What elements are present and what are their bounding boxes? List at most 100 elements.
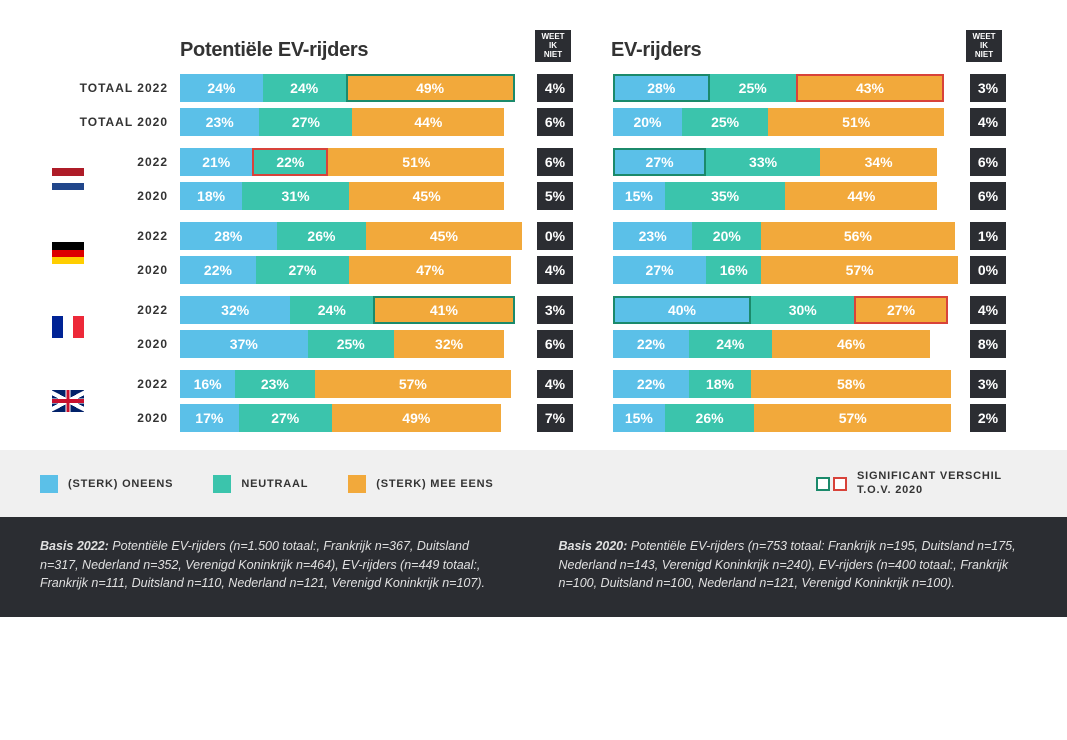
bar-pair: 23%20%56% 1% [613, 222, 1006, 250]
stacked-bar: 27%33%34% [613, 148, 937, 176]
swatch-hl-green [816, 477, 830, 491]
row-label: TOTAAL 2020 [40, 115, 180, 129]
bar-pair: 15%26%57%2% [613, 404, 1006, 432]
stacked-bar: 23%27%44% [180, 108, 504, 136]
bar-segment: 27% [256, 256, 349, 284]
stacked-bar: 27%16%57% [613, 256, 958, 284]
bar-segment: 27% [613, 148, 706, 176]
bar-segment: 41% [373, 296, 514, 324]
bar-segment: 58% [751, 370, 951, 398]
chart-container: Potentiële EV-rijders WEET IK NIET EV-ri… [0, 0, 1067, 432]
stacked-bar: 15%35%44% [613, 182, 937, 210]
stacked-bar: 17%27%49% [180, 404, 501, 432]
country-block-nl: 202221%22%51%6%27%33%34%6%202018%31%45%5… [40, 148, 1027, 210]
footer-basis-2022: Basis 2022: Potentiële EV-rijders (n=1.5… [40, 537, 509, 593]
bar-segment: 24% [180, 74, 263, 102]
stacked-bar: 16%23%57% [180, 370, 511, 398]
swatch-significant-pair [816, 477, 847, 491]
bar-pair: 37%25%32%6% [180, 330, 573, 358]
weet-value: 6% [537, 108, 573, 136]
flag-nl-icon [52, 168, 84, 190]
country-row: 202228%26%45%0% 23%20%56% 1% [92, 222, 1027, 250]
year-label: 2020 [92, 411, 180, 425]
year-label: 2022 [92, 229, 180, 243]
weet-label-left: WEET IK NIET [535, 30, 571, 62]
weet-value: 6% [537, 148, 573, 176]
bar-segment: 57% [761, 256, 958, 284]
bar-segment: 56% [761, 222, 954, 250]
legend: (STERK) ONEENS NEUTRAAL (STERK) MEE EENS… [0, 450, 1067, 516]
bar-segment: 37% [180, 330, 308, 358]
weet-value: 5% [537, 182, 573, 210]
bar-segment: 28% [613, 74, 710, 102]
weet-value: 4% [537, 256, 573, 284]
bar-segment: 15% [613, 404, 665, 432]
bar-segment: 26% [277, 222, 367, 250]
bar-segment: 43% [796, 74, 944, 102]
bar-segment: 22% [180, 256, 256, 284]
country-block-uk: 202216%23%57%4%22%18%58%3%202017%27%49%7… [40, 370, 1027, 432]
country-row: 202017%27%49% 7% 15%26%57%2% [92, 404, 1027, 432]
year-label: 2020 [92, 189, 180, 203]
weet-value: 1% [970, 222, 1006, 250]
bar-segment: 22% [613, 330, 689, 358]
country-block-de: 202228%26%45%0%23%20%56%1%202022%27%47%4… [40, 222, 1027, 284]
bar-pair: 22%24%46% 8% [613, 330, 1006, 358]
bar-segment: 15% [613, 182, 665, 210]
weet-value: 0% [970, 256, 1006, 284]
weet-value: 3% [537, 296, 573, 324]
stacked-bar: 20%25%51% [613, 108, 944, 136]
bar-segment: 40% [613, 296, 751, 324]
bar-pair: 21%22%51%6% [180, 148, 573, 176]
bar-segment: 20% [692, 222, 761, 250]
weet-value: 6% [970, 148, 1006, 176]
column-headers: Potentiële EV-rijders WEET IK NIET EV-ri… [40, 30, 1027, 62]
flag-fr-icon [52, 316, 84, 338]
bar-pair: 18%31%45%5% [180, 182, 573, 210]
total-row: TOTAAL 202023%27%44% 6% 20%25%51%4% [40, 108, 1027, 136]
bar-segment: 22% [613, 370, 689, 398]
legend-agree-label: (STERK) MEE EENS [376, 478, 493, 490]
bar-pair: 24%24%49%4% [180, 74, 573, 102]
bar-segment: 27% [854, 296, 947, 324]
weet-value: 7% [537, 404, 573, 432]
stacked-bar: 40%30%27% [613, 296, 948, 324]
country-row: 202018%31%45%5% 15%35%44% 6% [92, 182, 1027, 210]
bar-segment: 22% [252, 148, 328, 176]
bar-pair: 28%26%45%0% [180, 222, 573, 250]
bar-pair: 23%27%44% 6% [180, 108, 573, 136]
chart-rows: TOTAAL 202224%24%49%4%28%25%43%3%TOTAAL … [40, 74, 1027, 432]
bar-pair: 17%27%49% 7% [180, 404, 573, 432]
bar-pair: 28%25%43%3% [613, 74, 1006, 102]
bar-segment: 23% [235, 370, 314, 398]
bar-segment: 24% [290, 296, 373, 324]
stacked-bar: 22%18%58% [613, 370, 951, 398]
stacked-bar: 22%24%46% [613, 330, 930, 358]
year-label: 2022 [92, 155, 180, 169]
bar-segment: 23% [180, 108, 259, 136]
swatch-hl-red [833, 477, 847, 491]
bar-segment: 57% [754, 404, 951, 432]
bar-segment: 51% [768, 108, 944, 136]
bar-segment: 44% [785, 182, 937, 210]
bar-segment: 20% [613, 108, 682, 136]
bar-pair: 20%25%51%4% [613, 108, 1006, 136]
weet-value: 6% [970, 182, 1006, 210]
bar-segment: 44% [352, 108, 504, 136]
weet-value: 8% [970, 330, 1006, 358]
country-row: 202037%25%32%6%22%24%46%8% [92, 330, 1027, 358]
stacked-bar: 23%20%56% [613, 222, 955, 250]
bar-segment: 16% [180, 370, 235, 398]
bar-segment: 49% [346, 74, 515, 102]
flag-uk-icon [52, 390, 84, 412]
bar-segment: 46% [772, 330, 931, 358]
col-header-right: EV-rijders WEET IK NIET [611, 30, 1002, 62]
bar-segment: 45% [366, 222, 521, 250]
legend-neutral-label: NEUTRAAL [241, 478, 308, 490]
bar-segment: 28% [180, 222, 277, 250]
bar-segment: 30% [751, 296, 854, 324]
weet-value: 3% [970, 370, 1006, 398]
bar-segment: 24% [689, 330, 772, 358]
stacked-bar: 28%25%43% [613, 74, 944, 102]
weet-label-right: WEET IK NIET [966, 30, 1002, 62]
